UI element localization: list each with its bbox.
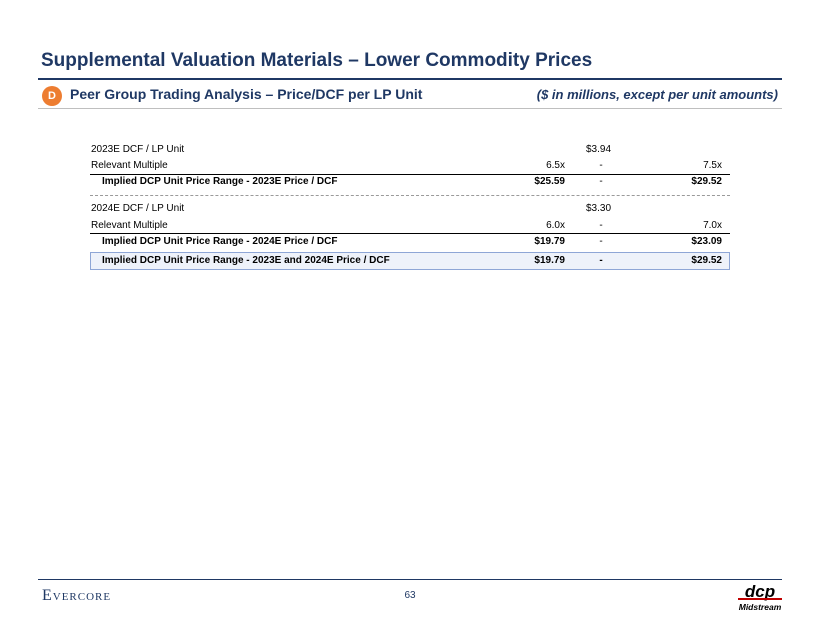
combined-range-highlight: [90, 252, 730, 270]
multiple-label: Relevant Multiple: [91, 220, 168, 231]
combined-dash: -: [599, 255, 603, 266]
multiple-high: 7.0x: [703, 220, 722, 231]
combined-low: $19.79: [534, 255, 565, 266]
table-row: 2023E DCF / LP Unit $3.94: [90, 142, 730, 158]
multiple-low: 6.0x: [546, 220, 565, 231]
metric-value: $3.94: [586, 144, 612, 155]
logo-red-stripe: [738, 598, 782, 600]
multiple-low: 6.5x: [546, 160, 565, 171]
combined-range-label: Implied DCP Unit Price Range - 2023E and…: [102, 255, 390, 266]
section-divider: [90, 195, 730, 196]
table-row: Relevant Multiple 6.5x - 7.5x: [90, 158, 730, 174]
page-number: 63: [404, 590, 416, 601]
metric-value: $3.30: [586, 203, 612, 214]
dcp-midstream-logo: dcp Midstream: [738, 582, 782, 612]
metric-label: 2023E DCF / LP Unit: [91, 144, 185, 155]
section-badge: D: [42, 86, 62, 106]
logo-text-top: dcp: [745, 582, 775, 601]
combined-range-row: Implied DCP Unit Price Range - 2023E and…: [90, 253, 730, 269]
logo-text-bottom: Midstream: [739, 602, 782, 612]
table-row: Relevant Multiple 6.0x - 7.0x: [90, 218, 730, 234]
section-subtitle: Peer Group Trading Analysis – Price/DCF …: [70, 86, 423, 102]
evercore-logo: Evercore: [42, 587, 112, 604]
implied-dash: -: [599, 176, 603, 187]
footer-divider: [38, 579, 782, 580]
multiple-label: Relevant Multiple: [91, 160, 168, 171]
implied-low: $25.59: [534, 176, 565, 187]
metric-label: 2024E DCF / LP Unit: [91, 203, 185, 214]
multiple-dash: -: [599, 220, 603, 231]
multiple-dash: -: [599, 160, 603, 171]
multiple-high: 7.5x: [703, 160, 722, 171]
table-row: Implied DCP Unit Price Range - 2023E Pri…: [90, 174, 730, 190]
row-divider: [90, 174, 730, 175]
implied-range-label: Implied DCP Unit Price Range - 2024E Pri…: [102, 236, 338, 247]
combined-high: $29.52: [691, 255, 722, 266]
implied-range-label: Implied DCP Unit Price Range - 2023E Pri…: [102, 176, 338, 187]
subtitle-divider: [38, 108, 782, 109]
implied-dash: -: [599, 236, 603, 247]
implied-high: $29.52: [691, 176, 722, 187]
table-row: 2024E DCF / LP Unit $3.30: [90, 201, 730, 217]
implied-low: $19.79: [534, 236, 565, 247]
units-note: ($ in millions, except per unit amounts): [536, 87, 778, 102]
title-divider: [38, 78, 782, 80]
table-row: Implied DCP Unit Price Range - 2024E Pri…: [90, 234, 730, 250]
row-divider: [90, 233, 730, 234]
implied-high: $23.09: [691, 236, 722, 247]
page-title: Supplemental Valuation Materials – Lower…: [41, 50, 593, 71]
